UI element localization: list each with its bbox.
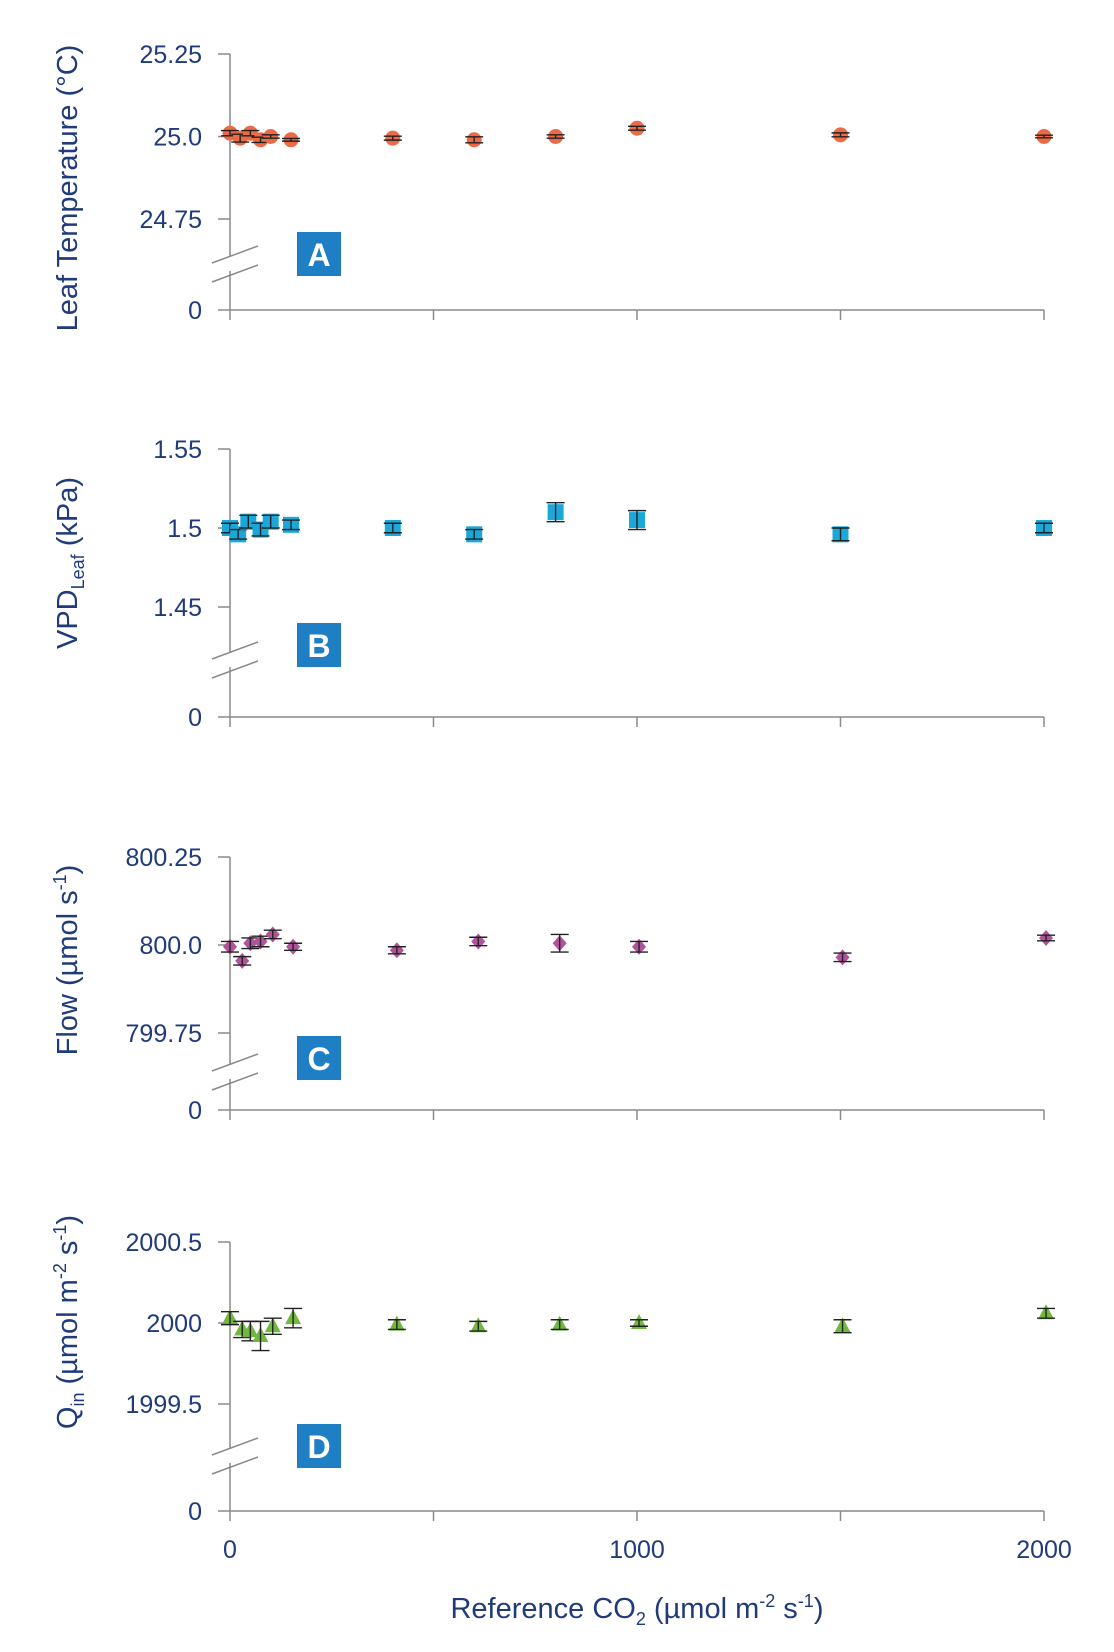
data-point: [387, 1315, 406, 1331]
panel-letter-box: [297, 1036, 341, 1080]
panel-letter: B: [307, 628, 330, 664]
data-point: [251, 1320, 270, 1352]
y-tick-label: 0: [188, 1097, 202, 1125]
data-point: [387, 942, 406, 959]
data-point: [1035, 520, 1053, 536]
data-point: [831, 526, 850, 543]
data-point: [221, 938, 239, 955]
y-tick-label: 1999.5: [126, 1391, 202, 1419]
data-point: [469, 1317, 488, 1333]
data-point: [383, 130, 402, 146]
panels: 25.25 25.0 24.75 0 A 1.55 1.5 1.45 0 B 800.25 800.0…: [126, 41, 1056, 1526]
y-tick-label: 25.25: [139, 41, 202, 69]
y-tick-label: 0: [188, 297, 202, 325]
y-tick-label: 1.5: [167, 515, 202, 543]
panel-d: 2000.5 2000 1999.5 0 D: [126, 1229, 1056, 1526]
x-tick-label: 1000: [609, 1536, 665, 1564]
axis-break-mark: [211, 1437, 259, 1456]
data-point: [221, 1309, 239, 1326]
data-point: [263, 1317, 282, 1336]
y-tick-label: 0: [188, 1498, 202, 1526]
panel-letter: C: [307, 1041, 330, 1077]
x-axis-title: Reference CO2 (µmol m-2 s-1): [450, 1591, 823, 1629]
data-point: [284, 938, 303, 955]
panel-c-ylabel: Flow (µmol s-1): [50, 865, 84, 1056]
data-point: [546, 129, 565, 144]
data-point: [282, 132, 301, 148]
data-point: [282, 516, 301, 533]
data-point: [284, 1307, 303, 1329]
data-point: [263, 926, 282, 943]
data-point: [628, 509, 646, 531]
data-point: [1037, 929, 1056, 946]
axis-break-mark: [211, 1456, 259, 1475]
data-point: [241, 1320, 260, 1342]
panel-letter: D: [307, 1429, 330, 1465]
y-tick-label: 799.75: [126, 1020, 202, 1048]
panel-b-ylabel: VPDLeaf (kPa): [52, 477, 88, 649]
data-point: [251, 933, 270, 950]
data-point: [1037, 1304, 1056, 1320]
y-tick-label: 800.25: [126, 844, 202, 872]
axis-break-mark: [211, 641, 259, 660]
data-point: [833, 1317, 852, 1334]
data-point: [261, 129, 280, 144]
y-tick-label: 2000: [146, 1310, 202, 1338]
panel-c: 800.25 800.0 799.75 0 C: [126, 844, 1056, 1125]
data-point: [465, 526, 484, 543]
data-point: [239, 513, 258, 530]
panel-a: 25.25 25.0 24.75 0 A: [139, 41, 1053, 325]
data-point: [465, 132, 484, 148]
axis-break-mark: [211, 1053, 259, 1072]
data-point: [831, 127, 850, 143]
panel-a-ylabel: Leaf Temperature (°C): [52, 45, 84, 332]
data-point: [833, 949, 852, 966]
x-tick-label: 2000: [1016, 1536, 1072, 1564]
data-point: [630, 1314, 649, 1329]
panel-d-ylabel: Qin (µmol m-2 s-1): [50, 1215, 88, 1429]
y-tick-label: 1.55: [153, 436, 202, 464]
y-tick-label: 1.45: [153, 594, 202, 622]
data-point: [546, 502, 565, 523]
data-point: [229, 526, 248, 543]
data-point: [550, 1315, 569, 1331]
y-tick-label: 0: [188, 704, 202, 732]
y-tick-label: 24.75: [139, 206, 202, 234]
axis-break-mark: [211, 245, 259, 264]
y-tick-label: 25.0: [153, 124, 202, 152]
data-point: [630, 938, 649, 955]
axis-break-mark: [211, 660, 259, 679]
data-point: [469, 933, 488, 950]
data-point: [261, 513, 280, 530]
data-point: [550, 933, 569, 953]
data-point: [383, 520, 402, 536]
y-tick-label: 800.0: [139, 932, 202, 960]
panel-letter-box: [297, 623, 341, 667]
panel-letter-box: [297, 232, 341, 276]
axis-break-mark: [211, 1072, 259, 1091]
data-point: [233, 952, 252, 969]
panel-b: 1.55 1.5 1.45 0 B: [153, 436, 1053, 732]
axis-break-mark: [211, 264, 259, 283]
y-tick-label: 2000.5: [126, 1229, 202, 1257]
panel-letter-box: [297, 1424, 341, 1468]
panel-letter: A: [307, 237, 330, 273]
data-point: [628, 120, 646, 136]
data-point: [1035, 129, 1053, 144]
x-tick-label: 0: [223, 1536, 237, 1564]
